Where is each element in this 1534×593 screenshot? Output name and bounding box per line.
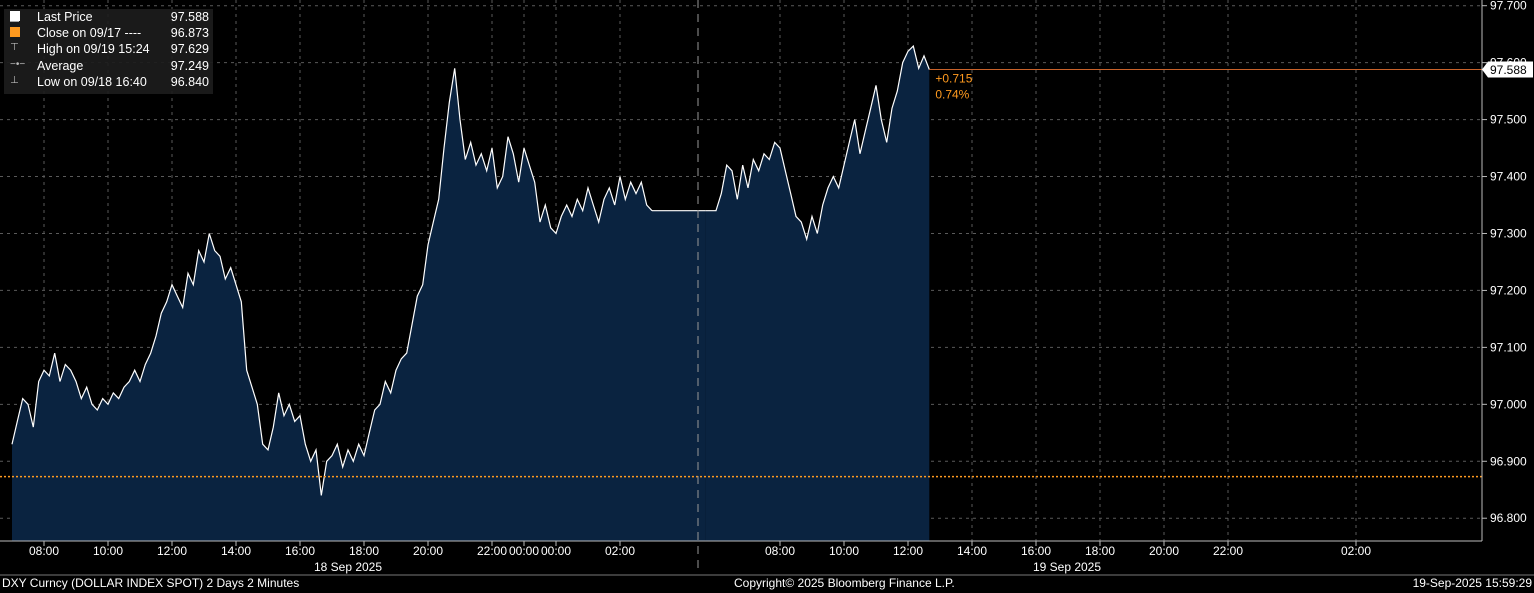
x-tick-label: 20:00: [413, 544, 443, 558]
price-area-gap: [652, 210, 706, 541]
x-tick-label: 18:00: [1085, 544, 1115, 558]
x-tick-label: 08:00: [29, 544, 59, 558]
copyright: Copyright© 2025 Bloomberg Finance L.P.: [734, 576, 955, 590]
x-tick-label: 00:00: [509, 544, 539, 558]
price-area-day2: [705, 46, 930, 541]
day-label: 18 Sep 2025: [314, 560, 382, 574]
axis-frame: [0, 0, 1534, 576]
y-tick-label: 97.200: [1490, 283, 1527, 297]
y-tick-label: 97.300: [1490, 226, 1527, 240]
legend-row-average: −•− Average 97.249: [4, 58, 213, 74]
legend-row-high: ⊤ High on 09/19 15:24 97.629: [4, 41, 213, 57]
legend-label: Close on 09/17 ----: [37, 26, 142, 41]
x-tick-label: 10:00: [93, 544, 123, 558]
timestamp: 19-Sep-2025 15:59:29: [1412, 576, 1532, 590]
average-marker-icon: −•−: [10, 58, 26, 70]
high-marker-icon: ⊤: [10, 42, 19, 54]
legend-row-low: ⊥ Low on 09/18 16:40 96.840: [4, 74, 213, 90]
x-tick-label: 12:00: [893, 544, 923, 558]
x-tick-label: 22:00: [477, 544, 507, 558]
legend-label: Last Price: [37, 10, 93, 24]
price-line-day1: [11, 68, 653, 496]
x-tick-label: 02:00: [1341, 544, 1371, 558]
legend-value: 96.840: [170, 74, 209, 89]
change-percent: 0.74%: [935, 87, 969, 101]
y-tick-label: 97.400: [1490, 170, 1527, 184]
x-tick-label: 20:00: [1149, 544, 1179, 558]
y-tick-label: 96.800: [1490, 511, 1527, 525]
orange-square-icon: [10, 26, 20, 38]
price-line-day2: [705, 44, 930, 242]
legend-value: 96.873: [170, 26, 209, 41]
legend: - Last Price 97.588 Close on 09/17 ---- …: [4, 9, 213, 94]
white-square-icon: [10, 10, 20, 21]
x-axis-ticks: 08:00 10:00 12:00 14:00 16:00 18:00 20:00 22:00…: [29, 541, 1371, 558]
x-tick-label: 16:00: [285, 544, 315, 558]
x-tick-label: 10:00: [829, 544, 859, 558]
y-tick-label: 97.100: [1490, 340, 1527, 354]
x-tick-label: 02:00: [605, 544, 635, 558]
low-marker-icon: ⊥: [10, 74, 19, 86]
y-tick-label: 96.900: [1490, 454, 1527, 468]
legend-value: 97.249: [170, 58, 209, 73]
legend-value: 97.629: [170, 42, 209, 57]
legend-label: Average: [37, 58, 84, 73]
last-price-value: 97.588: [1490, 63, 1527, 77]
last-price-pointer: [1482, 61, 1533, 78]
day-label: 19 Sep 2025: [1033, 560, 1101, 574]
x-tick-label: 14:00: [221, 544, 251, 558]
y-tick-label: 97.700: [1490, 0, 1527, 13]
x-tick-label: 16:00: [1021, 544, 1051, 558]
x-tick-label: 22:00: [1213, 544, 1243, 558]
x-tick-label: 18:00: [349, 544, 379, 558]
legend-label: Low on 09/18 16:40: [37, 74, 147, 89]
last-price-label: 97.588: [1482, 61, 1533, 78]
price-area-day1: [12, 68, 652, 542]
ticker-description: DXY Curncy (DOLLAR INDEX SPOT) 2 Days 2 …: [2, 576, 300, 590]
y-axis-ticks: 97.70097.60097.50097.40097.30097.20097.1…: [1482, 0, 1527, 525]
legend-row-close: Close on 09/17 ---- 96.873: [4, 25, 213, 41]
x-tick-label: 12:00: [157, 544, 187, 558]
y-tick-label: 97.000: [1490, 397, 1527, 411]
x-tick-label: 08:00: [765, 544, 795, 558]
y-tick-label: 97.500: [1490, 113, 1527, 127]
x-tick-label: 00:00: [541, 544, 571, 558]
change-absolute: +0.715: [935, 71, 972, 85]
legend-label: High on 09/19 15:24: [37, 42, 150, 57]
legend-row-last: Last Price 97.588: [4, 9, 213, 25]
day-labels: 18 Sep 2025 19 Sep 2025: [314, 560, 1101, 574]
x-tick-label: 14:00: [957, 544, 987, 558]
legend-value: 97.588: [170, 10, 209, 24]
